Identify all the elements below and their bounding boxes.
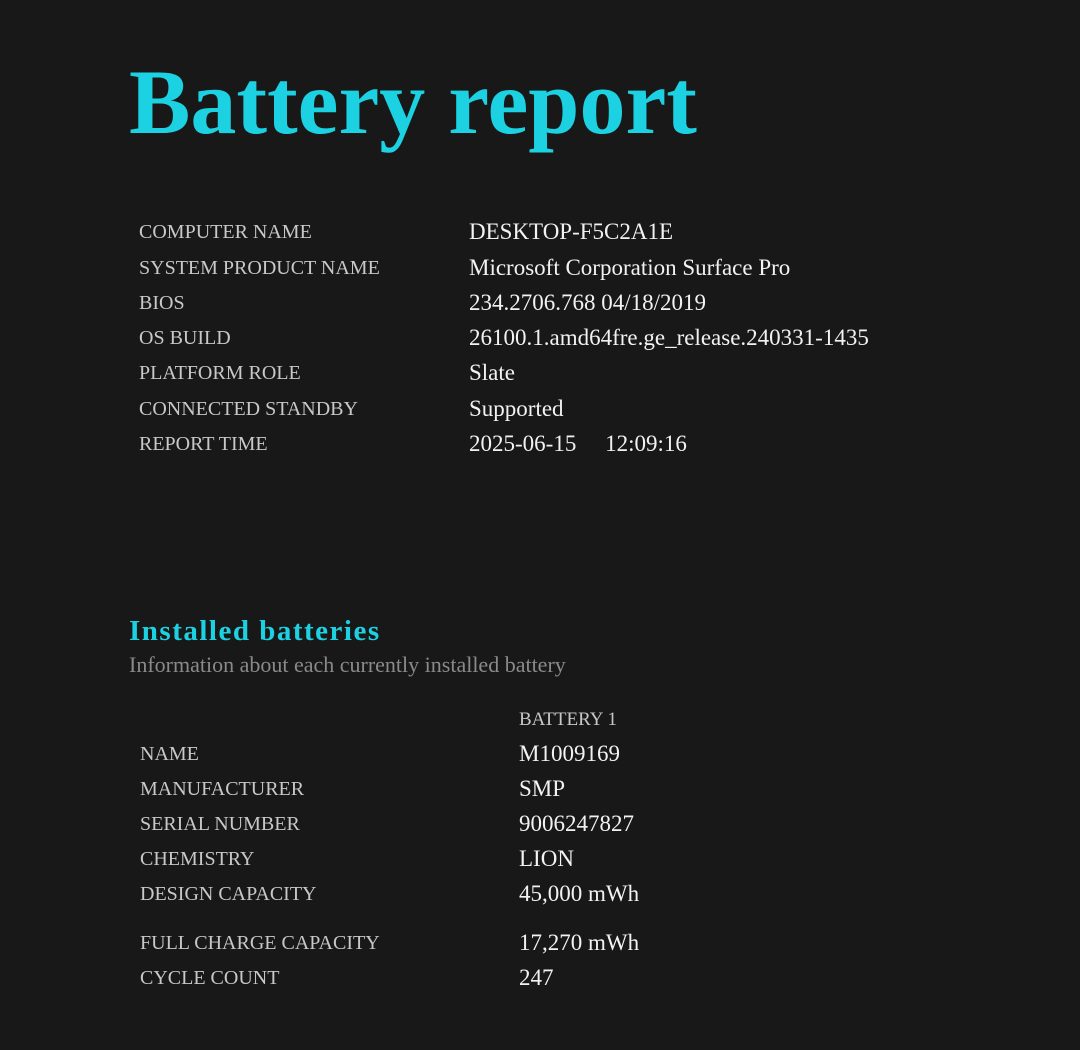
battery-value-chemistry: LION xyxy=(519,846,574,871)
battery-label-name: NAME xyxy=(140,743,199,765)
battery-label-manufacturer: MANUFACTURER xyxy=(140,778,305,800)
battery-column-header: BATTERY 1 xyxy=(519,709,617,730)
info-value-computer-name: DESKTOP-F5C2A1E xyxy=(469,219,674,244)
battery-label-serial-number: SERIAL NUMBER xyxy=(140,813,300,835)
info-label-report-time: REPORT TIME xyxy=(139,433,268,455)
page-title: Battery report xyxy=(129,51,697,153)
section-subtitle: Information about each currently install… xyxy=(129,652,566,677)
battery-label-full-charge-capacity: FULL CHARGE CAPACITY xyxy=(140,932,380,954)
battery-value-serial-number: 9006247827 xyxy=(519,811,634,836)
section-heading-installed-batteries: Installed batteries xyxy=(129,615,381,647)
info-label-bios: BIOS xyxy=(139,292,185,314)
info-value-report-time: 2025-06-15 12:09:16 xyxy=(469,431,687,456)
info-value-system-product-name: Microsoft Corporation Surface Pro xyxy=(469,255,791,280)
battery-value-manufacturer: SMP xyxy=(519,776,566,801)
info-value-os-build: 26100.1.amd64fre.ge_release.240331-1435 xyxy=(469,325,869,350)
battery-value-full-charge-capacity: 17,270 mWh xyxy=(519,930,640,955)
battery-value-cycle-count: 247 xyxy=(519,965,554,990)
info-value-bios: 234.2706.768 04/18/2019 xyxy=(469,290,707,315)
battery-label-design-capacity: DESIGN CAPACITY xyxy=(140,883,317,905)
info-value-platform-role: Slate xyxy=(469,360,515,385)
battery-value-name: M1009169 xyxy=(519,741,620,766)
battery-label-cycle-count: CYCLE COUNT xyxy=(140,967,280,989)
info-label-connected-standby: CONNECTED STANDBY xyxy=(139,398,358,420)
battery-label-chemistry: CHEMISTRY xyxy=(140,848,255,870)
info-label-platform-role: PLATFORM ROLE xyxy=(139,362,301,384)
info-label-system-product-name: SYSTEM PRODUCT NAME xyxy=(139,257,380,279)
info-value-connected-standby: Supported xyxy=(469,396,564,421)
battery-value-design-capacity: 45,000 mWh xyxy=(519,881,640,906)
info-label-computer-name: COMPUTER NAME xyxy=(139,221,312,243)
info-label-os-build: OS BUILD xyxy=(139,327,231,349)
